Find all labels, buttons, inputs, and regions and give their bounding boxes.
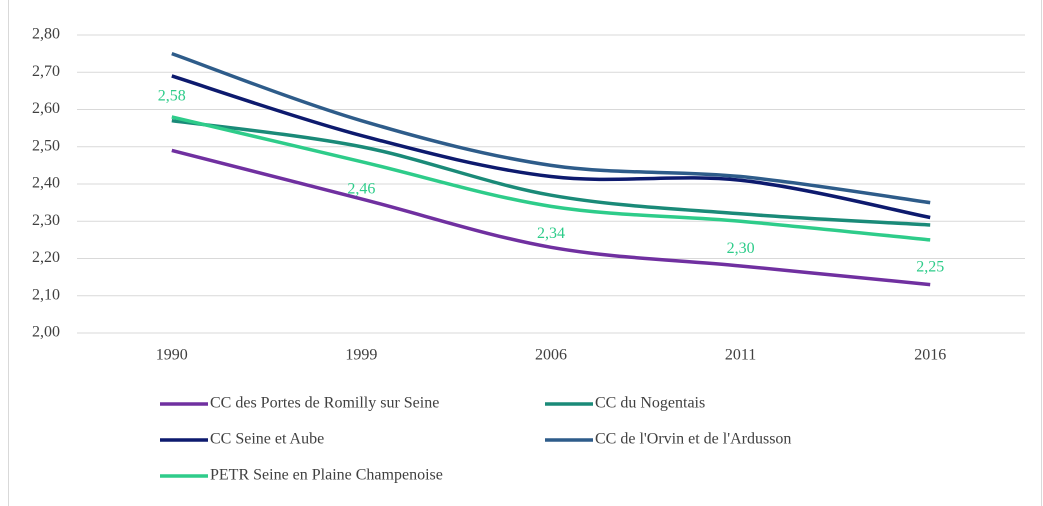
y-tick-label: 2,80 (32, 26, 60, 43)
data-label: 2,30 (727, 240, 755, 257)
y-tick-label: 2,50 (32, 137, 60, 154)
x-tick-label: 2011 (725, 347, 756, 364)
x-tick-label: 2016 (914, 347, 946, 364)
y-tick-label: 2,40 (32, 175, 60, 192)
legend-label: CC des Portes de Romilly sur Seine (210, 395, 439, 412)
x-tick-label: 1990 (156, 347, 188, 364)
legend-label: CC de l'Orvin et de l'Ardusson (595, 431, 791, 448)
y-tick-label: 2,60 (32, 100, 60, 117)
data-label: 2,34 (537, 225, 565, 242)
y-tick-label: 2,20 (32, 249, 60, 266)
series-line (171, 115, 931, 242)
x-tick-label: 2006 (535, 347, 567, 364)
x-tick-label: 1999 (345, 347, 377, 364)
y-tick-label: 2,70 (32, 63, 60, 80)
y-tick-label: 2,30 (32, 212, 60, 229)
data-label: 2,46 (347, 180, 375, 197)
y-tick-label: 2,00 (32, 324, 60, 341)
legend-label: PETR Seine en Plaine Champenoise (210, 467, 443, 484)
series-line (171, 118, 931, 227)
data-label: 2,58 (158, 88, 186, 105)
legend-label: CC Seine et Aube (210, 431, 324, 448)
series-line (171, 148, 931, 287)
data-label: 2,25 (916, 259, 944, 276)
chart-border (8, 0, 1042, 506)
legend-label: CC du Nogentais (595, 395, 705, 412)
y-tick-label: 2,10 (32, 286, 60, 303)
series-line (171, 74, 931, 220)
series-line (171, 51, 931, 205)
